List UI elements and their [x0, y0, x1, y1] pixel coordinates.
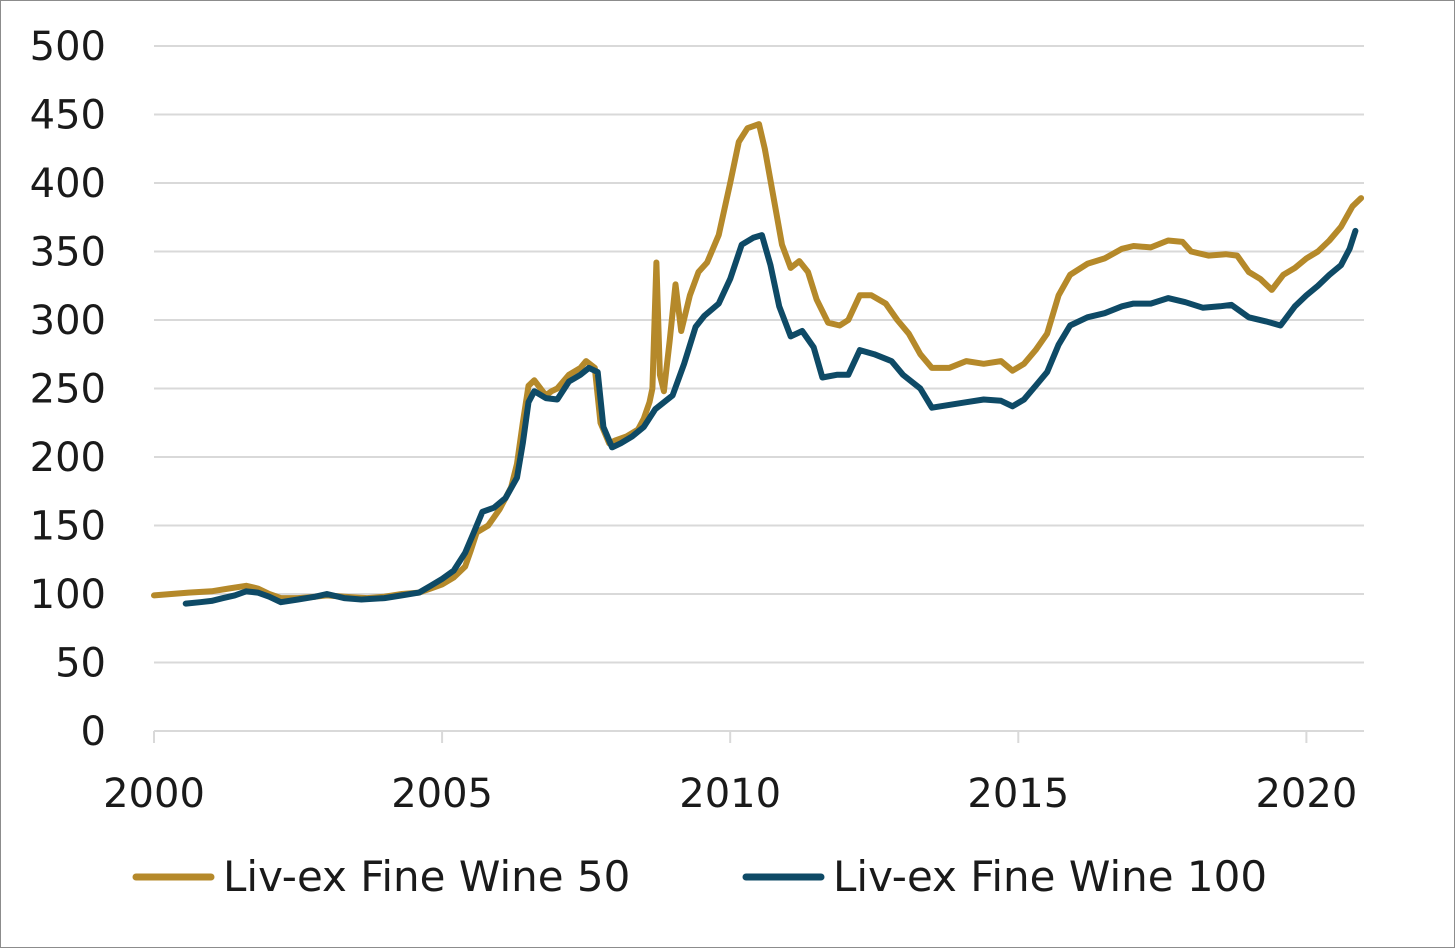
x-tick-label: 2015: [967, 771, 1069, 817]
y-tick-label: 350: [30, 230, 106, 276]
y-tick-label: 500: [30, 24, 106, 70]
series-line-fine-wine-50: [151, 121, 1365, 602]
axes: 0 50 100 150 200 250 300 350 400 450 500 2000 2005 20…: [30, 24, 1364, 817]
x-tick-label: 2010: [679, 771, 781, 817]
y-tick-label: 450: [30, 93, 106, 139]
y-tick-label: 100: [30, 572, 106, 618]
y-tick-label: 400: [30, 161, 106, 207]
x-tick-label: 2000: [103, 771, 205, 817]
x-tick-label: 2005: [391, 771, 493, 817]
legend-label: Liv-ex Fine Wine 50: [223, 852, 630, 901]
legend: Liv-ex Fine Wine 50 Liv-ex Fine Wine 100: [132, 852, 1267, 901]
y-tick-label: 250: [30, 367, 106, 413]
series-line-fine-wine-100: [182, 227, 1359, 607]
y-tick-label: 200: [30, 435, 106, 481]
y-tick-label: 50: [55, 641, 106, 687]
legend-label: Liv-ex Fine Wine 100: [833, 852, 1267, 901]
gridlines: [154, 45, 1364, 664]
y-tick-label: 0: [81, 709, 106, 755]
x-tick-label: 2020: [1255, 771, 1357, 817]
series-lines: [151, 121, 1365, 607]
y-tick-label: 150: [30, 504, 106, 550]
y-tick-label: 300: [30, 298, 106, 344]
